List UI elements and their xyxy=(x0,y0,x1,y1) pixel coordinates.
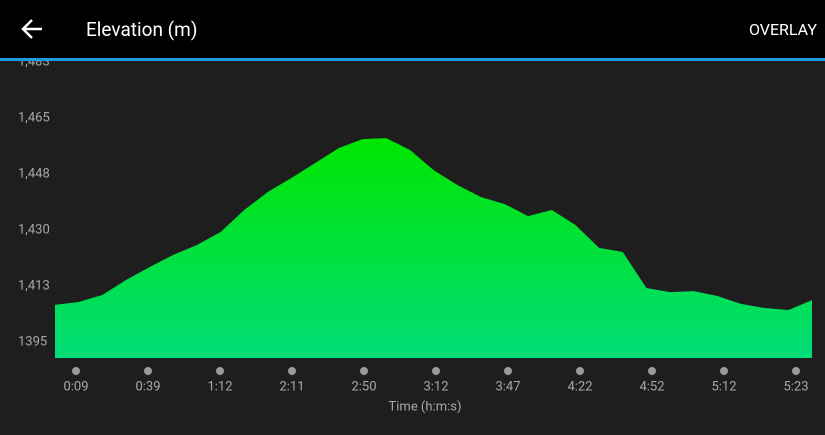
x-tick-dot xyxy=(432,367,440,375)
x-tick-dot xyxy=(144,367,152,375)
overlay-button[interactable]: OVERLAY xyxy=(748,20,817,39)
back-button[interactable] xyxy=(20,16,46,42)
x-tick-label: 4:52 xyxy=(639,379,664,394)
x-tick-label: 0:09 xyxy=(63,379,88,394)
x-tick-dot xyxy=(720,367,728,375)
x-tick-dot xyxy=(360,367,368,375)
elevation-area xyxy=(55,138,812,358)
top-bar: Elevation (m) OVERLAY xyxy=(0,0,825,61)
x-tick-label: 3:12 xyxy=(423,379,448,394)
x-tick-dot xyxy=(792,367,800,375)
x-tick-label: 3:47 xyxy=(495,379,520,394)
x-tick-label: 2:11 xyxy=(279,379,304,394)
x-tick-dot xyxy=(576,367,584,375)
x-tick-label: 4:22 xyxy=(567,379,592,394)
x-tick-dot xyxy=(648,367,656,375)
y-tick-label: 1,430 xyxy=(18,222,50,237)
x-tick-label: 2:50 xyxy=(351,379,376,394)
x-tick-label: 0:39 xyxy=(135,379,160,394)
x-tick-dot xyxy=(504,367,512,375)
x-axis-label: Time (h:m:s) xyxy=(389,399,462,414)
x-tick-label: 1:12 xyxy=(207,379,232,394)
x-tick-dot xyxy=(216,367,224,375)
y-tick-label: 1,465 xyxy=(18,110,50,125)
x-tick-dot xyxy=(72,367,80,375)
title: Elevation (m) xyxy=(86,18,198,41)
y-tick-label: 1395 xyxy=(18,334,47,349)
x-tick-label: 5:12 xyxy=(711,379,736,394)
x-tick-label: 5:23 xyxy=(783,379,808,394)
y-tick-label: 1,413 xyxy=(18,278,50,293)
y-tick-label: 1,483 xyxy=(18,61,50,69)
chart: 1395 1,413 1,430 1,448 1,465 1,483 0:09 0:39 1:1… xyxy=(18,61,812,414)
y-tick-label: 1,448 xyxy=(18,166,50,181)
x-tick-dot xyxy=(288,367,296,375)
